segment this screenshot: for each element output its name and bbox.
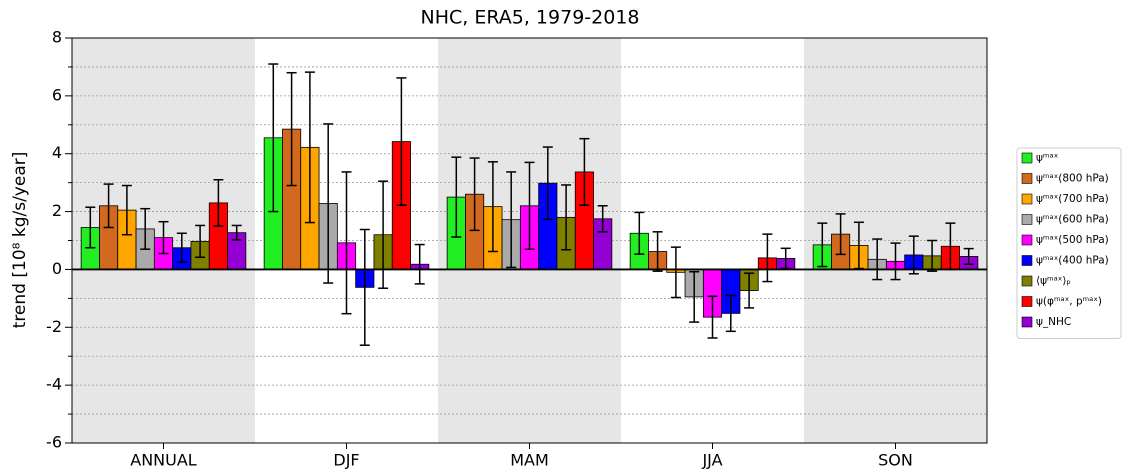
y-tick-label: 6 xyxy=(52,85,62,104)
y-tick-label: -2 xyxy=(46,317,62,336)
legend-frame xyxy=(1016,147,1122,339)
legend-label: ψ_NHC xyxy=(1036,316,1071,328)
y-tick-label: 4 xyxy=(52,143,62,162)
legend-label: ψᵐᵃˣ(400 hPa) xyxy=(1036,255,1109,267)
legend-swatch xyxy=(1021,316,1033,328)
x-tick-label: SON xyxy=(878,451,913,470)
legend-swatch xyxy=(1021,234,1033,246)
y-tick-label: 2 xyxy=(52,201,62,220)
chart-title: NHC, ERA5, 1979-2018 xyxy=(420,7,639,29)
legend-swatch xyxy=(1021,275,1033,287)
legend-label: ψᵐᵃˣ(500 hPa) xyxy=(1036,234,1109,246)
legend-swatch xyxy=(1021,173,1033,184)
x-tick-label: MAM xyxy=(510,451,549,470)
legend-swatch xyxy=(1021,255,1033,266)
x-tick-label: ANNUAL xyxy=(130,451,197,470)
legend-label: ψᵐᵃˣ(800 hPa) xyxy=(1036,173,1109,185)
y-tick-label: -4 xyxy=(46,375,62,394)
legend-label: ψᵐᵃˣ(600 hPa) xyxy=(1036,214,1109,226)
legend-label: ψ(φᵐᵃˣ, pᵐᵃˣ) xyxy=(1036,296,1102,308)
legend-label: ⟨ψᵐᵃˣ⟩ₚ xyxy=(1036,275,1071,287)
y-tick-label: 8 xyxy=(52,28,62,47)
legend-label: ψᵐᵃˣ(700 hPa) xyxy=(1036,193,1109,205)
y-axis-label: trend [10⁸ kg/s/year] xyxy=(10,152,30,329)
legend-swatch xyxy=(1021,193,1033,205)
legend-label: ψᵐᵃˣ xyxy=(1036,152,1059,164)
legend-swatch xyxy=(1021,296,1033,307)
y-tick-label: 0 xyxy=(52,259,62,278)
x-tick-label: JJA xyxy=(701,451,722,470)
y-tick-label: -6 xyxy=(46,433,62,452)
legend-swatch xyxy=(1021,214,1033,225)
legend-swatch xyxy=(1021,152,1033,164)
x-tick-label: DJF xyxy=(333,451,359,470)
